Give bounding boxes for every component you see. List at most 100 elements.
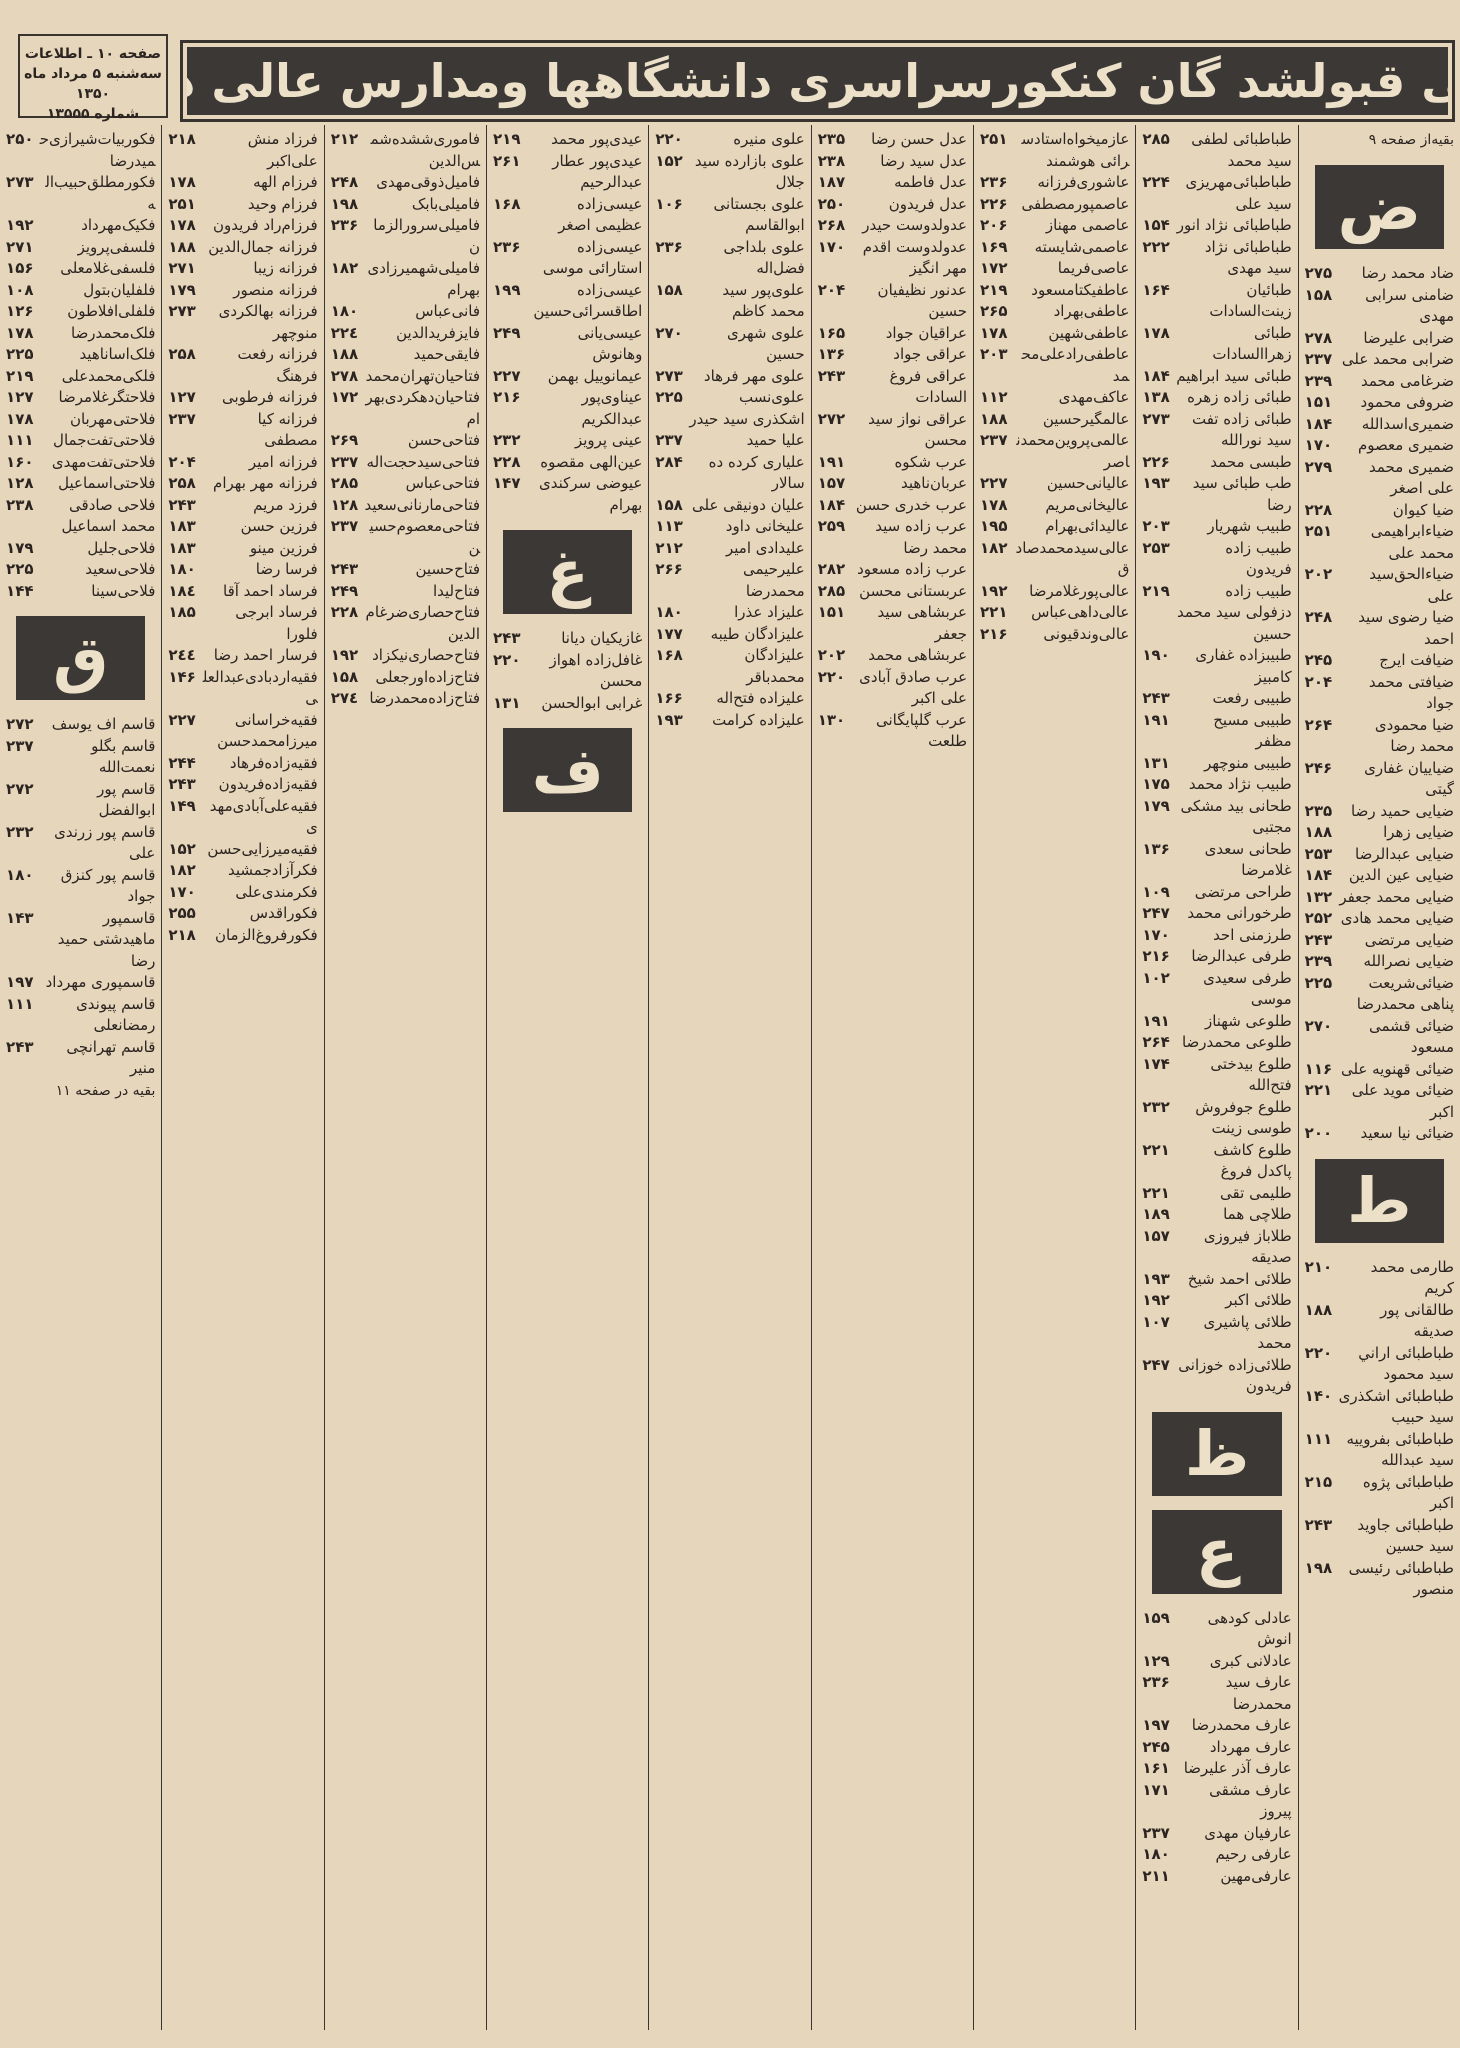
candidate-name: ضیائی‌شریعت پناهی محمدرضا bbox=[1356, 973, 1454, 1014]
candidate-name: فلاحتی‌اسماعیل bbox=[58, 474, 156, 492]
field-code: ۱۹۱ bbox=[817, 452, 846, 471]
list-item: طلوع کاشف پاکدل فروغ ۲۲۱ bbox=[1142, 1140, 1291, 1183]
list-item: فرزانه بهالکردی منوچهر ۲۷۳ bbox=[168, 301, 317, 344]
field-code: ۲۵۹ bbox=[817, 517, 846, 535]
list-item: فلاحی صادقی محمد اسماعیل ۲۳۸ bbox=[6, 495, 155, 538]
list-item: فکیک‌مهرداد ۱۹۲ bbox=[6, 215, 155, 237]
candidate-name: عارف آذر علیرضا bbox=[1183, 1759, 1292, 1777]
candidate-name: طبیب شهریار bbox=[1207, 517, 1292, 535]
list-item: فتاحی‌سیدحجت‌اله ۲۳۷ bbox=[331, 452, 480, 474]
field-code: ۱۳۲ bbox=[1304, 887, 1333, 906]
list-item: طلوعی محمدرضا ۲۶۴ bbox=[1142, 1032, 1291, 1054]
field-code: ۲۲۱ bbox=[980, 603, 1008, 621]
candidate-name: عربشاهی محمد bbox=[868, 646, 968, 664]
field-code: ۲۳۷ bbox=[1142, 1823, 1170, 1842]
field-code: ۲۲۲ bbox=[1142, 237, 1170, 256]
candidate-name: عراقی فروغ السادات bbox=[889, 366, 968, 407]
field-code: ۱۷۰ bbox=[1304, 436, 1333, 454]
candidate-name: طلوع جوفروش طوسی زینت bbox=[1195, 1097, 1292, 1138]
candidate-name: عاصمی مهناز bbox=[1045, 216, 1130, 234]
list-item: قاسم اف یوسف ۲۷۲ bbox=[6, 714, 155, 736]
list-item: فلسفی‌پرویز ۲۷۱ bbox=[6, 237, 155, 259]
field-code: ۱۷۵ bbox=[1142, 775, 1170, 793]
field-code: ۱۸۷ bbox=[817, 173, 846, 191]
candidate-name: طلوع بیدختی فتح‌الله bbox=[1210, 1054, 1292, 1095]
list-item: فرزد مریم ۲۴۳ bbox=[168, 495, 317, 517]
candidate-name: فرزانه کیا مصطفی bbox=[257, 409, 318, 450]
list-item: عیسی‌زاده اطاقسرائی‌حسین ۱۹۹ bbox=[493, 280, 642, 323]
list-item: طحانی سعدی غلامرضا ۱۳۶ bbox=[1142, 839, 1291, 882]
list-item: طباطبائی نژاد انور ۱۵۴ bbox=[1142, 215, 1291, 237]
candidate-name: ضیا رضوی سید احمد bbox=[1358, 608, 1454, 648]
field-code: ۲۸۲ bbox=[817, 560, 846, 578]
field-code: ۲۸۵ bbox=[817, 581, 846, 600]
list-item: فامیلی‌بابک ۱۹۸ bbox=[331, 194, 480, 216]
list-item: عینی پرویز ۲۳۲ bbox=[493, 430, 642, 452]
list-item: عرب صادق آبادی علی اکبر ۲۲۰ bbox=[818, 667, 967, 710]
list-item: علوی منیره ۲۲۰ bbox=[655, 129, 804, 151]
field-code: ۲۶۹ bbox=[330, 431, 359, 449]
field-code: ۱۹۵ bbox=[980, 517, 1008, 535]
field-code: ۱۷۸ bbox=[168, 173, 196, 191]
field-code: ۱۶۵ bbox=[817, 323, 846, 342]
field-code: ۲۱۹ bbox=[980, 280, 1008, 299]
candidate-name: طباطبائی‌مهریزی سید علی bbox=[1185, 173, 1292, 213]
list-item: فلاحتی‌مهربان ۱۷۸ bbox=[6, 409, 155, 431]
candidate-name: عاطفی‌رادعلی‌محمد bbox=[1021, 345, 1130, 385]
list-item: عیوضی سرکندی بهرام ۱۴۷ bbox=[493, 473, 642, 516]
list-item: فرزانه کیا مصطفی ۲۳۷ bbox=[168, 409, 317, 452]
list-item: ضیایی نصرالله ۲۳۹ bbox=[1305, 951, 1454, 973]
list-item: عاطفی‌شهین ۱۷۸ bbox=[980, 323, 1129, 345]
continuation-note: بقیه‌از صفحه ۹ bbox=[1368, 132, 1454, 148]
list-item: ضیافتی محمد جواد ۲۰۴ bbox=[1305, 672, 1454, 715]
candidate-name: عیدی‌پور عطار عبدالرحیم bbox=[552, 151, 643, 192]
list-item: ضیایی زهرا ۱۸۸ bbox=[1305, 822, 1454, 844]
field-code: ۱۷۱ bbox=[1142, 1780, 1170, 1799]
candidate-name: طلائی‌زاده خوزانی فریدون bbox=[1178, 1355, 1292, 1396]
list-item: عارف مهرداد ۲۴۵ bbox=[1142, 1737, 1291, 1759]
list-item: غرابی ابوالحسن ۱۳۱ bbox=[493, 693, 642, 715]
candidate-name: عاصمپورمصطفی bbox=[1021, 194, 1130, 213]
list-item: عارف مشقی پیروز ۱۷۱ bbox=[1142, 1780, 1291, 1823]
list-item: عاصمپورمصطفی ۲۲۶ bbox=[980, 194, 1129, 216]
field-code: ۱۱۲ bbox=[980, 388, 1008, 406]
list-item: ضیایی عین الدین ۱۸۴ bbox=[1305, 865, 1454, 887]
candidate-name: طبائی زاده زهره bbox=[1187, 388, 1292, 406]
candidate-name: فرزانه فرطوبی bbox=[222, 388, 318, 406]
list-item: فایزفریدالدین ۲۲٤ bbox=[331, 323, 480, 345]
candidate-name: ضاد محمد رضا bbox=[1361, 264, 1454, 282]
field-code: ۱۲۷ bbox=[168, 388, 196, 406]
field-code: ۲۳۷ bbox=[980, 431, 1008, 449]
candidate-name: فلاحی‌سعید bbox=[85, 560, 156, 578]
field-code: ۲۲۵ bbox=[1304, 973, 1333, 992]
field-code: ۲۳۷ bbox=[655, 431, 683, 449]
issue-number: شماره ۱۳۵۵۵ bbox=[46, 106, 140, 122]
field-code: ۲۴۹ bbox=[330, 581, 359, 600]
candidate-name: فرزاد منش علی‌اکبر bbox=[247, 130, 318, 170]
list-item: فلاحتی‌اسماعیل ۱۲۸ bbox=[6, 473, 155, 495]
candidate-name: علیزاده فتح‌اله bbox=[716, 689, 805, 707]
candidate-name: قاسم تهرانچی منیر bbox=[66, 1037, 156, 1078]
candidate-name: عالمگیرحسین bbox=[1042, 409, 1130, 428]
candidate-name: فلفلیان‌بتول bbox=[83, 280, 156, 299]
list-item: فرزانه فرطوبی ۱۲۷ bbox=[168, 387, 317, 409]
list-item: ضیایی عبدالرضا ۲۵۳ bbox=[1305, 844, 1454, 866]
list-item: علیزاده فتح‌اله ۱۶۶ bbox=[655, 688, 804, 710]
candidate-name: طباطبائی اشکذری سید حبیب bbox=[1338, 1386, 1454, 1427]
list-item: فکوربیات‌شیرازی‌حمیدرضا ۲۵۰ bbox=[6, 129, 155, 172]
candidate-name: ضیائی قشمی مسعود bbox=[1368, 1016, 1454, 1057]
field-code: ۲۲۸ bbox=[1304, 500, 1333, 519]
list-item: عیناوی‌پور عبدالکریم ۲۱۶ bbox=[493, 387, 642, 430]
candidate-name: قاسمپور ماهیدشتی حمید رضا bbox=[57, 908, 156, 970]
list-item: فلسفی‌غلامعلی ۱۵۶ bbox=[6, 258, 155, 280]
field-code: ۲۳۶ bbox=[655, 237, 683, 256]
field-code: ۱۵۷ bbox=[1142, 1226, 1170, 1245]
candidate-name: فامیلی‌سرورالزمان bbox=[373, 216, 481, 256]
candidate-name: فتاحی‌مارنانی‌سعید bbox=[364, 495, 481, 514]
candidate-name: علیا حمید bbox=[746, 431, 805, 449]
field-code: ۱۰۹ bbox=[1142, 882, 1170, 901]
list-item: قاسم پور ابوالفضل ۲۷۲ bbox=[6, 779, 155, 822]
field-code: ۲۴۳ bbox=[1304, 1515, 1333, 1534]
field-code: ۲۵۱ bbox=[980, 130, 1008, 148]
candidate-name: طباطبائی پژوه اکبر bbox=[1362, 1472, 1454, 1513]
